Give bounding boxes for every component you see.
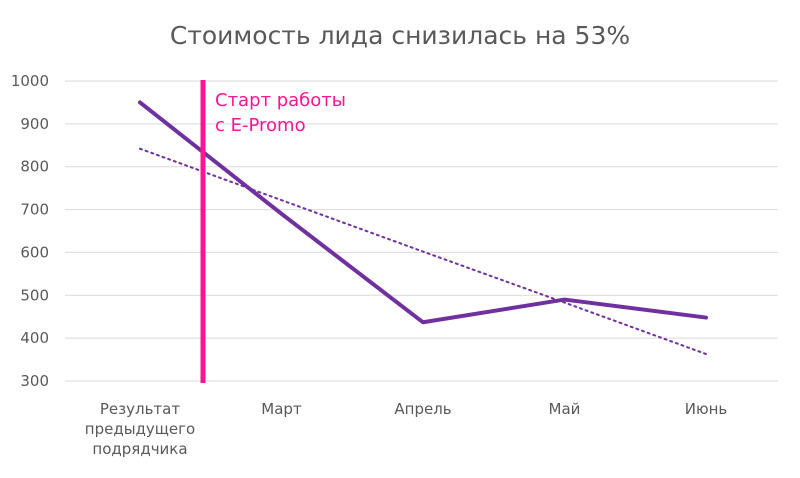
gridlines	[65, 80, 778, 382]
series-layer	[138, 100, 708, 355]
x-category-label-2: Апрель	[394, 400, 451, 418]
cost-series-line	[138, 100, 708, 325]
trendline-series	[139, 147, 707, 355]
x-axis-category-labels: Результат предыдущего подрядчика Март Апрель…	[85, 400, 727, 458]
y-axis-tick-labels: 1000 900 800 700 600 500 400 300	[11, 72, 49, 390]
y-tick-label-900: 900	[20, 115, 49, 133]
y-tick-label-600: 600	[20, 243, 49, 261]
x-category-label-1: Март	[261, 400, 302, 418]
y-tick-label-400: 400	[20, 329, 49, 347]
y-tick-label-300: 300	[20, 372, 49, 390]
annotation-layer: Старт работы с E-Promo	[200, 80, 346, 383]
start-work-annotation-line-1: с E-Promo	[215, 115, 306, 136]
start-work-annotation-line-0: Старт работы	[215, 90, 346, 111]
y-tick-label-1000: 1000	[11, 72, 49, 90]
y-tick-label-800: 800	[20, 158, 49, 176]
y-tick-label-500: 500	[20, 286, 49, 304]
x-category-label-0: Результат предыдущего подрядчика	[85, 400, 195, 458]
y-tick-label-700: 700	[20, 201, 49, 219]
x-category-label-4: Июнь	[685, 400, 728, 418]
chart-title: Стоимость лида снизилась на 53%	[170, 21, 630, 50]
x-category-label-3: Май	[549, 400, 581, 418]
